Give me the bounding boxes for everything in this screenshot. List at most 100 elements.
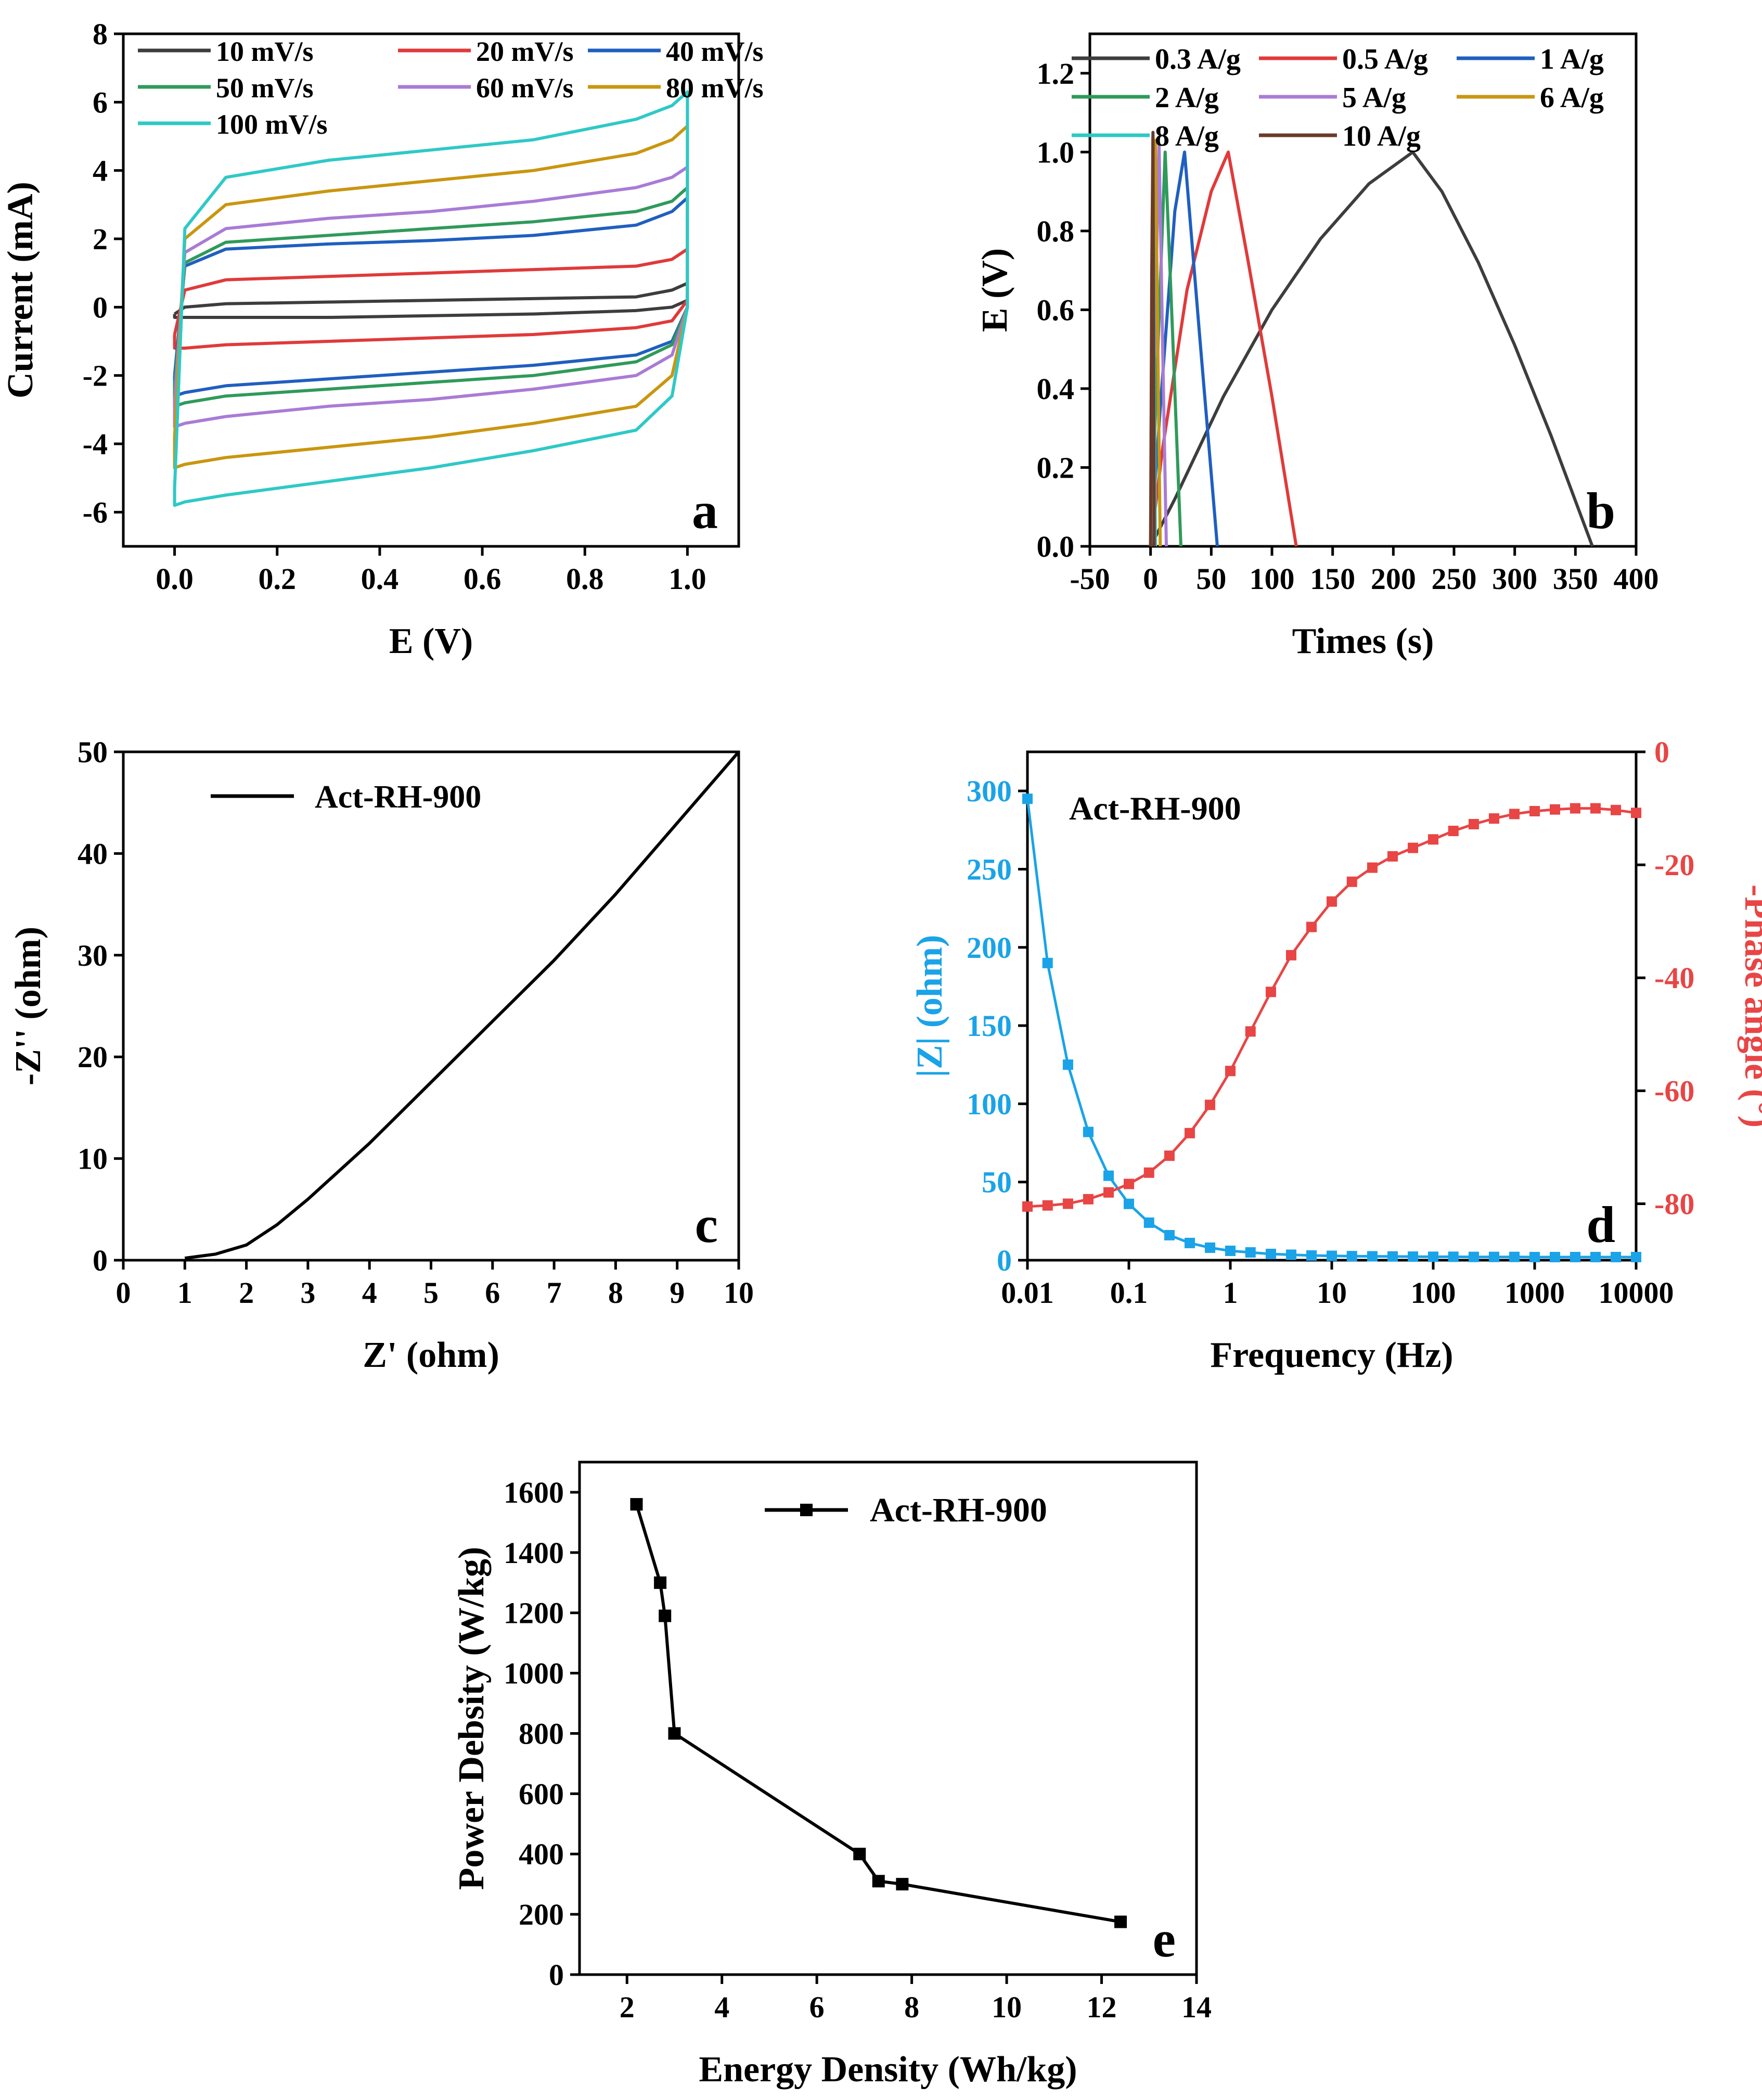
x-axis-title: Frequency (Hz): [1210, 1335, 1453, 1375]
x-tick-label: 14: [1181, 1990, 1212, 2024]
bode-marker: [1611, 1251, 1622, 1262]
panel-a: 0.0 0.2 0.4 0.6 0.8 1.0 -6 -4 -2 0 2 4 6 8 E (V) Curren…: [1, 17, 764, 661]
y-tick-label: 1.0: [1037, 135, 1075, 169]
y-tick-label: 0: [93, 1244, 108, 1277]
x-tick-label: 1: [177, 1276, 192, 1310]
bode-marker: [1143, 1217, 1154, 1228]
y-tick-label: 8: [93, 17, 108, 51]
plot-frame: [1026, 750, 1638, 1262]
bode-marker: [1022, 1201, 1033, 1212]
bode-marker: [1550, 804, 1561, 815]
y2-tick-label: -60: [1654, 1074, 1694, 1108]
x-tick-label: 3: [300, 1276, 315, 1310]
x-axis-title: Times (s): [1292, 621, 1434, 661]
x-tick-label: 250: [1432, 562, 1477, 596]
x-tick-label: 400: [1614, 562, 1659, 596]
bode-marker: [1184, 1128, 1195, 1138]
ragone-marker: [853, 1848, 866, 1861]
legend-label: 5 A/g: [1342, 82, 1406, 114]
legend-label: 2 A/g: [1155, 82, 1219, 114]
bode-marker: [1570, 1251, 1581, 1262]
bode-marker: [1124, 1198, 1134, 1209]
bode-marker: [1468, 818, 1479, 829]
legend-label: 6 A/g: [1540, 82, 1604, 114]
y-tick-label: 250: [967, 852, 1012, 886]
bode-marker: [1327, 1250, 1337, 1261]
bode-marker: [1205, 1099, 1216, 1110]
x-tick-label: 100: [1250, 562, 1295, 596]
gcd-curve-series-0: [1149, 150, 1594, 547]
bode-marker: [1367, 862, 1378, 873]
bode-marker: [1245, 1247, 1256, 1258]
legend-label: Act-RH-900: [870, 1491, 1047, 1529]
ragone-marker: [1114, 1915, 1127, 1928]
bode-marker: [1448, 825, 1459, 836]
ragone-marker: [659, 1609, 672, 1622]
y2-tick-label: -20: [1654, 848, 1694, 882]
x-tick-label: 200: [1371, 562, 1416, 596]
panel-letter: a: [692, 482, 718, 540]
bode-marker: [1083, 1194, 1094, 1205]
legend-label: 1 A/g: [1540, 43, 1604, 75]
cv-curve-series-6: [173, 90, 689, 507]
ragone-marker: [668, 1727, 681, 1740]
x-tick-label: 2: [620, 1990, 635, 2024]
y-tick-label: 1400: [504, 1536, 564, 1570]
bode-marker: [1265, 987, 1276, 997]
x-tick-label: 0.0: [156, 562, 194, 596]
y-tick-label: 0.8: [1037, 214, 1075, 248]
panel-e: 2 4 6 8 10 12 14 0 200 400 600 800 1000 1200 1400 1600 E…: [452, 1461, 1212, 2090]
y2-axis-title: -Phase angle (°): [1737, 885, 1762, 1128]
y-tick-label: 10: [78, 1142, 108, 1176]
gcd-curve-series-1: [1149, 150, 1298, 547]
panel-b: -50 0 50 100 150 200 250 300 350 400 0.0 0.2 0.4 0.6 0…: [975, 32, 1659, 661]
plot-frame: [122, 32, 740, 548]
x-tick-label: 0.8: [566, 562, 604, 596]
x-tick-label: 0.01: [1001, 1276, 1054, 1310]
x-tick-label: 7: [547, 1276, 562, 1310]
bode-marker: [1529, 805, 1540, 816]
bode-marker: [1245, 1026, 1256, 1037]
x-tick-label: -50: [1070, 562, 1110, 596]
plot-frame: [578, 1461, 1198, 1976]
legend-label: 20 mV/s: [476, 36, 574, 67]
y-tick-label: 200: [519, 1898, 564, 1931]
y-tick-label: -6: [83, 495, 108, 529]
bode-marker: [1225, 1066, 1236, 1077]
y-tick-label: 50: [78, 735, 108, 769]
x-tick-label: 1: [1223, 1276, 1238, 1310]
bode-marker: [1346, 1251, 1357, 1262]
bode-marker: [1509, 809, 1520, 819]
ragone-marker: [872, 1875, 885, 1888]
ragone-marker: [654, 1576, 667, 1589]
bode-marker: [1164, 1150, 1175, 1161]
bode-marker: [1083, 1126, 1094, 1137]
bode-marker: [1124, 1179, 1134, 1189]
x-tick-label: 0.6: [464, 562, 501, 596]
legend-label: 50 mV/s: [216, 72, 314, 104]
y-tick-label: 6: [93, 85, 108, 119]
x-tick-label: 0: [1143, 562, 1158, 596]
x-tick-label: 0.4: [361, 562, 399, 596]
bode-marker: [1428, 834, 1438, 845]
y-tick-label: 30: [78, 939, 108, 972]
x-tick-label: 5: [423, 1276, 439, 1310]
x-tick-label: 1000: [1504, 1276, 1565, 1310]
bode-marker: [1285, 1249, 1296, 1260]
x-tick-label: 12: [1087, 1990, 1117, 2024]
x-tick-label: 9: [670, 1276, 685, 1310]
bode-marker: [1550, 1251, 1561, 1262]
bode-marker: [1387, 1251, 1398, 1262]
x-tick-label: 1.0: [668, 562, 706, 596]
y-tick-label: 100: [967, 1087, 1012, 1121]
bode-marker: [1143, 1167, 1154, 1178]
nyquist-curve: [184, 751, 740, 1260]
bode-marker: [1184, 1237, 1195, 1248]
x-tick-label: 10: [1317, 1276, 1347, 1310]
legend-label: 10 A/g: [1342, 120, 1421, 152]
bode-marker: [1164, 1230, 1175, 1240]
panel-letter: d: [1586, 1196, 1615, 1253]
bode-marker: [1408, 1251, 1419, 1262]
y-tick-label: -4: [83, 427, 108, 461]
bode-marker: [1570, 803, 1581, 814]
